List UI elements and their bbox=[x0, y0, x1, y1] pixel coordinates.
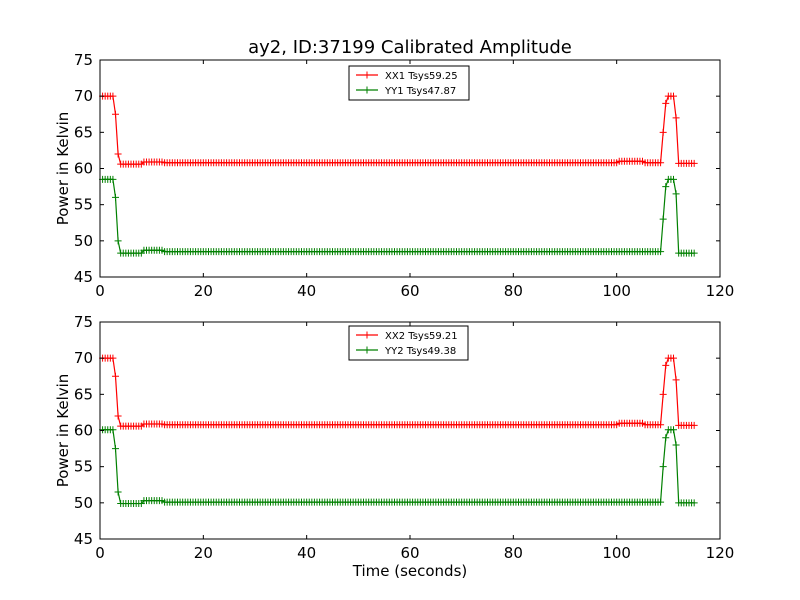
x-tick-label: 40 bbox=[297, 282, 316, 300]
y-tick-label: 50 bbox=[74, 494, 93, 512]
legend-box bbox=[348, 325, 469, 361]
data-point bbox=[114, 488, 122, 496]
data-point bbox=[112, 372, 119, 380]
legend-marker bbox=[363, 71, 371, 79]
data-point bbox=[670, 175, 677, 183]
data-point bbox=[112, 110, 119, 118]
data-point bbox=[670, 354, 677, 362]
data-point bbox=[109, 92, 117, 100]
x-tick-label: 40 bbox=[297, 544, 316, 562]
x-axis-label: Time (seconds) bbox=[352, 562, 468, 580]
data-point bbox=[659, 128, 667, 136]
data-point bbox=[672, 190, 680, 198]
data-point bbox=[690, 421, 698, 429]
x-tick-label: 60 bbox=[400, 282, 419, 300]
data-point bbox=[662, 183, 670, 191]
x-tick-label: 120 bbox=[706, 282, 735, 300]
data-point bbox=[670, 92, 677, 100]
data-point bbox=[114, 412, 122, 420]
data-point bbox=[662, 434, 670, 442]
data-point bbox=[112, 445, 119, 453]
series-1-1 bbox=[99, 92, 698, 168]
data-point bbox=[657, 498, 665, 506]
series-2-2 bbox=[99, 426, 698, 508]
data-point bbox=[672, 441, 680, 449]
series-2-1 bbox=[99, 354, 698, 430]
data-point bbox=[672, 114, 680, 122]
x-tick-label: 0 bbox=[95, 282, 105, 300]
legend: XX1 Tsys59.25 YY1 Tsys47.87 bbox=[348, 65, 470, 101]
series-1-2 bbox=[99, 175, 698, 257]
y-tick-label: 55 bbox=[74, 458, 93, 476]
series-line bbox=[102, 429, 695, 505]
legend-box bbox=[348, 65, 470, 101]
y-tick-label: 55 bbox=[74, 196, 93, 214]
data-point bbox=[659, 463, 667, 471]
series-line bbox=[102, 95, 695, 165]
data-point bbox=[659, 390, 667, 398]
x-tick-label: 100 bbox=[602, 282, 631, 300]
y-axis-label: Power in Kelvin bbox=[54, 374, 72, 488]
x-tick-label: 20 bbox=[194, 282, 213, 300]
x-tick-label: 60 bbox=[400, 544, 419, 562]
data-point bbox=[672, 376, 680, 384]
series-line bbox=[102, 178, 695, 254]
data-point bbox=[690, 499, 698, 507]
x-tick-label: 120 bbox=[706, 544, 735, 562]
y-tick-label: 65 bbox=[74, 123, 93, 141]
y-tick-label: 50 bbox=[74, 232, 93, 250]
data-point bbox=[690, 159, 698, 167]
figure-title: ay2, ID:37199 Calibrated Amplitude bbox=[248, 37, 572, 58]
legend: XX2 Tsys59.21 YY2 Tsys49.38 bbox=[348, 325, 469, 361]
data-point bbox=[112, 193, 119, 201]
y-tick-label: 45 bbox=[74, 268, 93, 286]
data-point bbox=[109, 175, 117, 183]
legend-marker bbox=[363, 346, 371, 354]
y-tick-label: 60 bbox=[74, 160, 93, 178]
legend-label: YY1 Tsys47.87 bbox=[384, 86, 456, 97]
data-point bbox=[657, 248, 665, 256]
legend-marker bbox=[363, 331, 371, 339]
legend-label: XX1 Tsys59.25 bbox=[385, 71, 458, 82]
data-point bbox=[114, 150, 122, 158]
x-tick-label: 100 bbox=[602, 544, 631, 562]
data-point bbox=[657, 159, 665, 167]
x-tick-label: 80 bbox=[504, 282, 523, 300]
y-tick-label: 45 bbox=[74, 530, 93, 548]
legend-label: YY2 Tsys49.38 bbox=[384, 346, 456, 357]
data-point bbox=[662, 99, 670, 107]
data-point bbox=[690, 249, 698, 257]
y-tick-label: 70 bbox=[74, 349, 93, 367]
y-tick-label: 75 bbox=[74, 51, 93, 69]
data-point bbox=[662, 361, 670, 369]
data-point bbox=[114, 237, 122, 245]
data-point bbox=[109, 354, 117, 362]
x-tick-label: 0 bbox=[95, 544, 105, 562]
x-tick-label: 20 bbox=[194, 544, 213, 562]
data-point bbox=[670, 426, 677, 434]
y-axis-label: Power in Kelvin bbox=[54, 112, 72, 226]
data-point bbox=[657, 421, 665, 429]
series-line bbox=[102, 357, 695, 427]
legend-marker bbox=[363, 86, 371, 94]
y-tick-label: 70 bbox=[74, 87, 93, 105]
bottom-subplot: 0 20 40 60 80 100 120 45 50 55 60 65 70 75 Power in Ke… bbox=[54, 313, 734, 580]
y-tick-label: 65 bbox=[74, 385, 93, 403]
x-tick-label: 80 bbox=[504, 544, 523, 562]
legend-label: XX2 Tsys59.21 bbox=[385, 331, 458, 342]
y-tick-label: 75 bbox=[74, 313, 93, 331]
data-point bbox=[109, 426, 117, 434]
top-subplot: 0 20 40 60 80 100 120 45 50 55 60 65 70 75 Power in Ke… bbox=[54, 51, 734, 300]
data-point bbox=[659, 215, 667, 223]
y-tick-label: 60 bbox=[74, 422, 93, 440]
